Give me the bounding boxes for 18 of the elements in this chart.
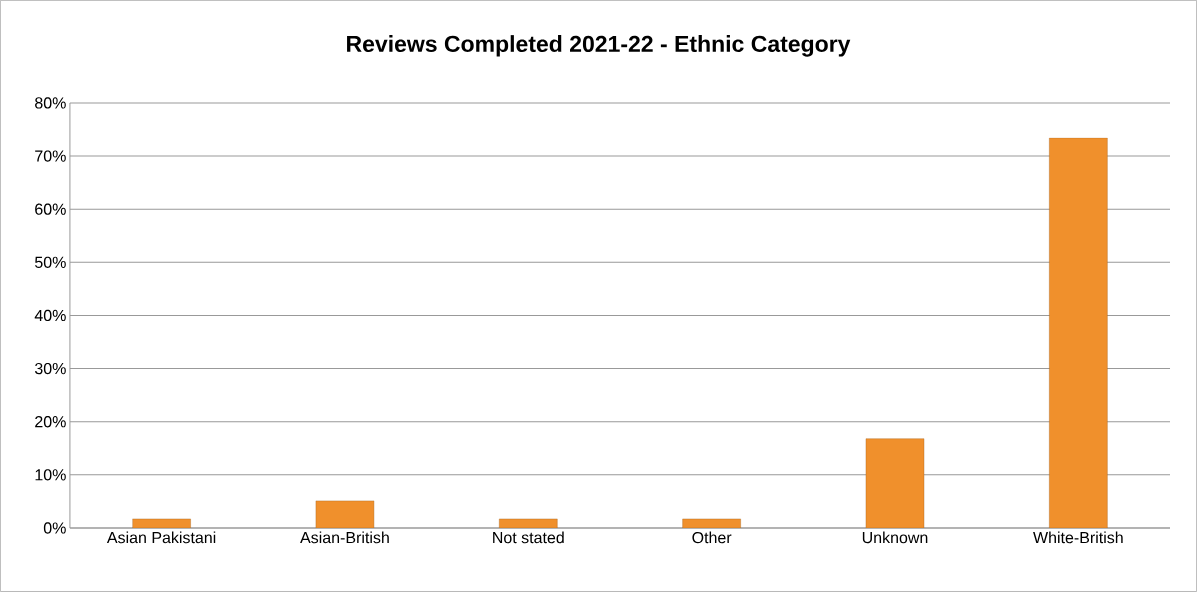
- y-tick-label: 80%: [35, 97, 66, 109]
- bar: [1049, 137, 1108, 529]
- y-tick-label: 70%: [35, 150, 66, 162]
- y-tick-label: 0%: [43, 522, 66, 534]
- x-tick-label: Asian-British: [300, 531, 389, 544]
- x-tick-label: Other: [692, 531, 732, 544]
- y-tick-label: 30%: [34, 362, 66, 375]
- x-tick-label: Asian Pakistani: [106, 531, 216, 544]
- y-tick-label: 20%: [35, 416, 66, 428]
- chart-title: Reviews Completed 2021-22 - Ethnic Category: [347, 35, 851, 57]
- y-tick-label: 60%: [35, 203, 66, 215]
- y-tick-label: 10%: [35, 469, 66, 481]
- bar: [865, 438, 925, 529]
- x-tick-label: Unknown: [862, 531, 928, 544]
- x-tick-label: White-British: [1033, 531, 1123, 544]
- y-tick-label: 40%: [34, 309, 66, 322]
- y-tick-label: 50%: [35, 256, 66, 269]
- x-tick-label: Not stated: [493, 531, 564, 544]
